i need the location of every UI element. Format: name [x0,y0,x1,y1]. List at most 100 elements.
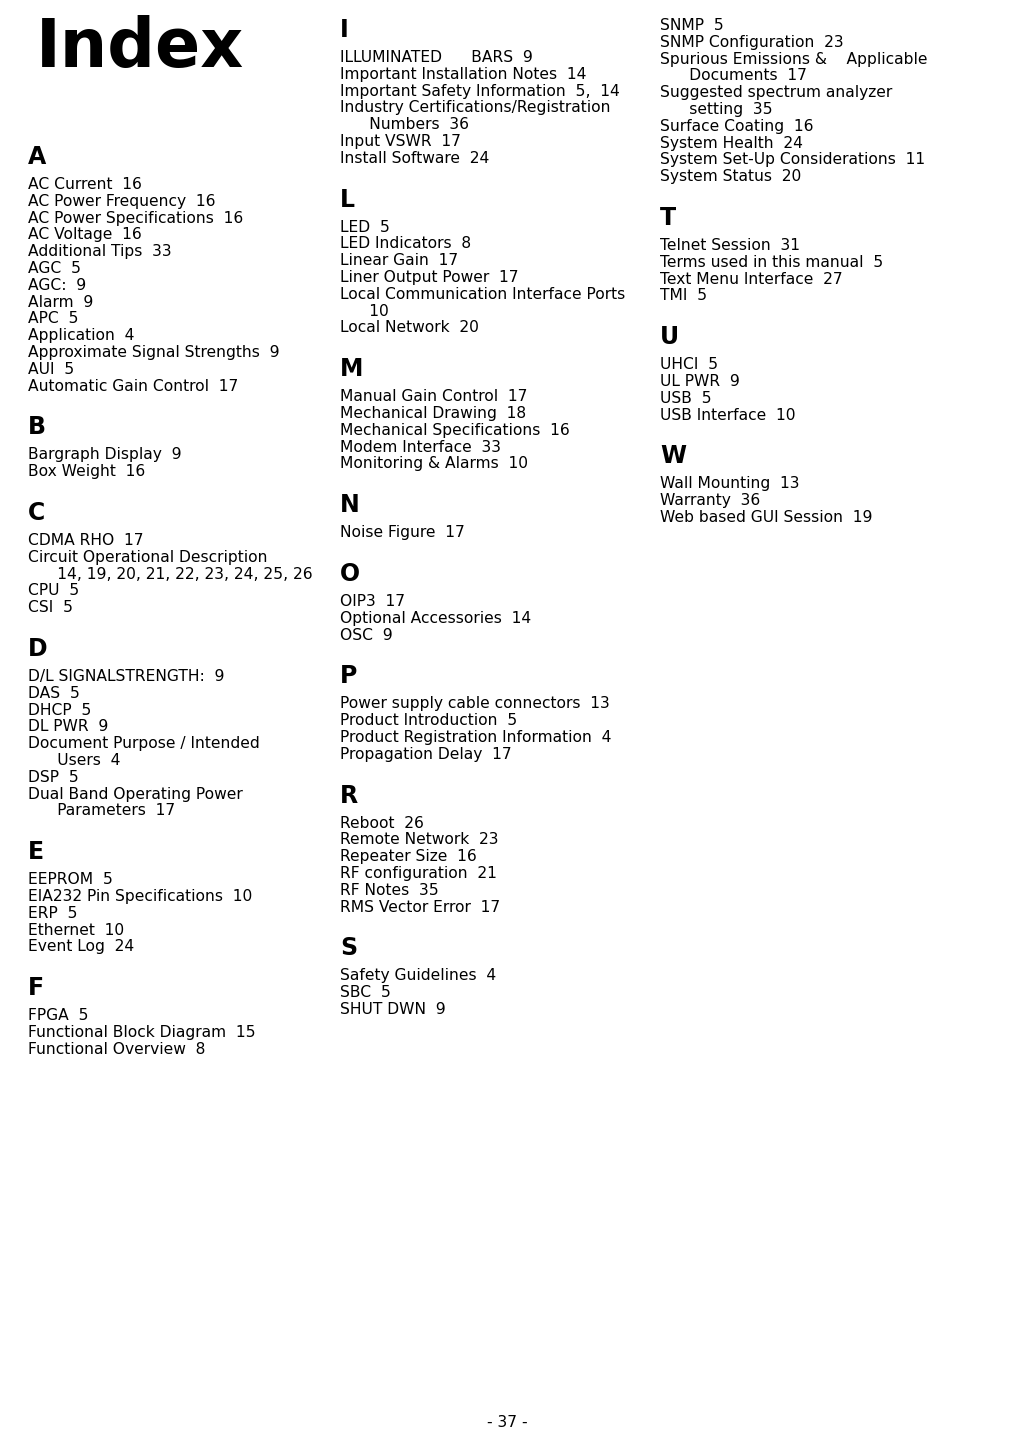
Text: L: L [340,188,355,211]
Text: AC Voltage  16: AC Voltage 16 [28,227,142,243]
Text: SHUT DWN  9: SHUT DWN 9 [340,1002,446,1017]
Text: RMS Vector Error  17: RMS Vector Error 17 [340,899,500,915]
Text: Important Safety Information  5,  14: Important Safety Information 5, 14 [340,83,620,99]
Text: Wall Mounting  13: Wall Mounting 13 [660,477,800,491]
Text: Liner Output Power  17: Liner Output Power 17 [340,270,519,284]
Text: Industry Certifications/Registration: Industry Certifications/Registration [340,101,610,115]
Text: Spurious Emissions &    Applicable: Spurious Emissions & Applicable [660,52,928,66]
Text: LED Indicators  8: LED Indicators 8 [340,237,471,251]
Text: LED  5: LED 5 [340,220,390,234]
Text: Repeater Size  16: Repeater Size 16 [340,849,477,864]
Text: UHCI  5: UHCI 5 [660,358,719,372]
Text: Parameters  17: Parameters 17 [28,803,176,819]
Text: setting  35: setting 35 [660,102,772,116]
Text: R: R [340,784,358,807]
Text: UL PWR  9: UL PWR 9 [660,373,740,389]
Text: Application  4: Application 4 [28,329,135,343]
Text: Mechanical Specifications  16: Mechanical Specifications 16 [340,422,569,438]
Text: Index: Index [36,14,245,80]
Text: Terms used in this manual  5: Terms used in this manual 5 [660,254,883,270]
Text: Surface Coating  16: Surface Coating 16 [660,119,813,134]
Text: ILLUMINATED      BARS  9: ILLUMINATED BARS 9 [340,50,533,65]
Text: AC Power Frequency  16: AC Power Frequency 16 [28,194,215,208]
Text: Local Communication Interface Ports: Local Communication Interface Ports [340,287,625,302]
Text: AC Current  16: AC Current 16 [28,177,142,192]
Text: E: E [28,840,44,864]
Text: OSC  9: OSC 9 [340,628,393,642]
Text: System Health  24: System Health 24 [660,135,803,151]
Text: Optional Accessories  14: Optional Accessories 14 [340,610,531,626]
Text: SNMP Configuration  23: SNMP Configuration 23 [660,34,843,50]
Text: EIA232 Pin Specifications  10: EIA232 Pin Specifications 10 [28,889,253,905]
Text: Event Log  24: Event Log 24 [28,939,134,955]
Text: TMI  5: TMI 5 [660,289,707,303]
Text: Box Weight  16: Box Weight 16 [28,464,145,480]
Text: DAS  5: DAS 5 [28,686,80,701]
Text: AGC:  9: AGC: 9 [28,277,86,293]
Text: CPU  5: CPU 5 [28,583,79,599]
Text: - 37 -: - 37 - [486,1414,528,1430]
Text: Safety Guidelines  4: Safety Guidelines 4 [340,968,496,984]
Text: CDMA RHO  17: CDMA RHO 17 [28,533,144,549]
Text: APC  5: APC 5 [28,312,78,326]
Text: EEPROM  5: EEPROM 5 [28,872,113,887]
Text: Telnet Session  31: Telnet Session 31 [660,238,800,253]
Text: USB  5: USB 5 [660,391,712,406]
Text: SBC  5: SBC 5 [340,985,391,1001]
Text: Power supply cable connectors  13: Power supply cable connectors 13 [340,696,610,711]
Text: Monitoring & Alarms  10: Monitoring & Alarms 10 [340,457,528,471]
Text: Functional Block Diagram  15: Functional Block Diagram 15 [28,1025,256,1040]
Text: AC Power Specifications  16: AC Power Specifications 16 [28,211,244,225]
Text: AUI  5: AUI 5 [28,362,74,376]
Text: DSP  5: DSP 5 [28,770,79,785]
Text: N: N [340,493,359,517]
Text: Additional Tips  33: Additional Tips 33 [28,244,172,260]
Text: AGC  5: AGC 5 [28,261,81,276]
Text: O: O [340,561,360,586]
Text: SNMP  5: SNMP 5 [660,19,724,33]
Text: Manual Gain Control  17: Manual Gain Control 17 [340,389,528,404]
Text: M: M [340,358,363,381]
Text: Circuit Operational Description: Circuit Operational Description [28,550,268,564]
Text: DL PWR  9: DL PWR 9 [28,719,109,734]
Text: Document Purpose / Intended: Document Purpose / Intended [28,737,260,751]
Text: C: C [28,501,46,526]
Text: D/L SIGNALSTRENGTH:  9: D/L SIGNALSTRENGTH: 9 [28,669,224,684]
Text: Functional Overview  8: Functional Overview 8 [28,1041,205,1057]
Text: F: F [28,976,44,1001]
Text: Local Network  20: Local Network 20 [340,320,479,336]
Text: S: S [340,936,357,961]
Text: System Set-Up Considerations  11: System Set-Up Considerations 11 [660,152,925,168]
Text: CSI  5: CSI 5 [28,600,73,615]
Text: P: P [340,665,357,688]
Text: RF configuration  21: RF configuration 21 [340,866,497,882]
Text: Web based GUI Session  19: Web based GUI Session 19 [660,510,873,526]
Text: Bargraph Display  9: Bargraph Display 9 [28,448,182,462]
Text: W: W [660,444,686,468]
Text: Numbers  36: Numbers 36 [340,118,469,132]
Text: Noise Figure  17: Noise Figure 17 [340,526,465,540]
Text: Reboot  26: Reboot 26 [340,816,424,830]
Text: Dual Band Operating Power: Dual Band Operating Power [28,787,243,801]
Text: USB Interface  10: USB Interface 10 [660,408,796,422]
Text: Input VSWR  17: Input VSWR 17 [340,134,461,149]
Text: Users  4: Users 4 [28,752,121,768]
Text: Alarm  9: Alarm 9 [28,294,93,310]
Text: T: T [660,205,676,230]
Text: Remote Network  23: Remote Network 23 [340,833,498,847]
Text: Install Software  24: Install Software 24 [340,151,489,165]
Text: Product Introduction  5: Product Introduction 5 [340,714,518,728]
Text: Text Menu Interface  27: Text Menu Interface 27 [660,271,842,287]
Text: Warranty  36: Warranty 36 [660,493,760,508]
Text: Ethernet  10: Ethernet 10 [28,922,124,938]
Text: Modem Interface  33: Modem Interface 33 [340,439,501,455]
Text: System Status  20: System Status 20 [660,169,801,184]
Text: DHCP  5: DHCP 5 [28,702,91,718]
Text: Product Registration Information  4: Product Registration Information 4 [340,729,611,745]
Text: Propagation Delay  17: Propagation Delay 17 [340,747,512,763]
Text: Documents  17: Documents 17 [660,69,807,83]
Text: B: B [28,415,46,439]
Text: Automatic Gain Control  17: Automatic Gain Control 17 [28,379,239,393]
Text: Suggested spectrum analyzer: Suggested spectrum analyzer [660,85,892,101]
Text: RF Notes  35: RF Notes 35 [340,883,438,898]
